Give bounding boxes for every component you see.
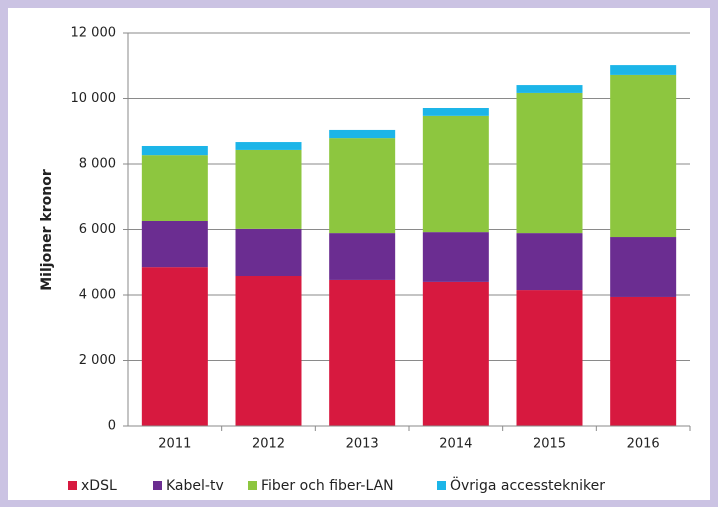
- legend-swatch: [153, 481, 162, 490]
- legend-label: Fiber och fiber-LAN: [261, 478, 394, 494]
- bar-segment: [516, 92, 583, 234]
- bar-segment: [329, 129, 396, 139]
- y-tick-label: 2 000: [79, 353, 116, 368]
- x-tick-label: 2015: [533, 437, 566, 452]
- y-tick-label: 12 000: [71, 26, 117, 41]
- bar-segment: [329, 138, 396, 234]
- legend-label: Kabel-tv: [166, 478, 224, 494]
- bar-segment: [422, 232, 489, 282]
- y-tick-label: 6 000: [79, 222, 116, 237]
- bar-segment: [422, 281, 489, 426]
- bar-segment: [141, 220, 208, 268]
- legend-label: Övriga accesstekniker: [450, 476, 605, 494]
- y-tick-label: 0: [108, 419, 116, 434]
- bar-segment: [610, 65, 677, 75]
- bar-segment: [422, 107, 489, 116]
- legend-label: xDSL: [81, 478, 117, 494]
- bar-segment: [610, 74, 677, 238]
- x-tick-label: 2016: [627, 437, 660, 452]
- legend-swatch: [437, 481, 446, 490]
- bar-segment: [329, 233, 396, 280]
- bar-segment: [141, 155, 208, 221]
- bar-segment: [610, 237, 677, 297]
- bar-segment: [422, 115, 489, 233]
- bar-segment: [516, 85, 583, 93]
- y-axis-label: Miljoner kronor: [39, 169, 55, 291]
- x-tick-label: 2011: [158, 437, 191, 452]
- bar-segment: [516, 233, 583, 291]
- y-tick-label: 10 000: [71, 91, 117, 106]
- bar-segment: [516, 290, 583, 426]
- legend-swatch: [248, 481, 257, 490]
- y-tick-label: 4 000: [79, 288, 116, 303]
- bar-segment: [235, 276, 302, 426]
- bar-segment: [610, 296, 677, 426]
- bar-segment: [235, 149, 302, 229]
- bar-segment: [141, 267, 208, 426]
- x-tick-label: 2014: [439, 437, 472, 452]
- bar-segment: [235, 228, 302, 277]
- bar-segment: [141, 145, 208, 156]
- y-tick-label: 8 000: [79, 157, 116, 172]
- x-tick-label: 2012: [252, 437, 285, 452]
- x-tick-label: 2013: [346, 437, 379, 452]
- legend-swatch: [68, 481, 77, 490]
- bar-segment: [329, 279, 396, 426]
- bar-segment: [235, 142, 302, 150]
